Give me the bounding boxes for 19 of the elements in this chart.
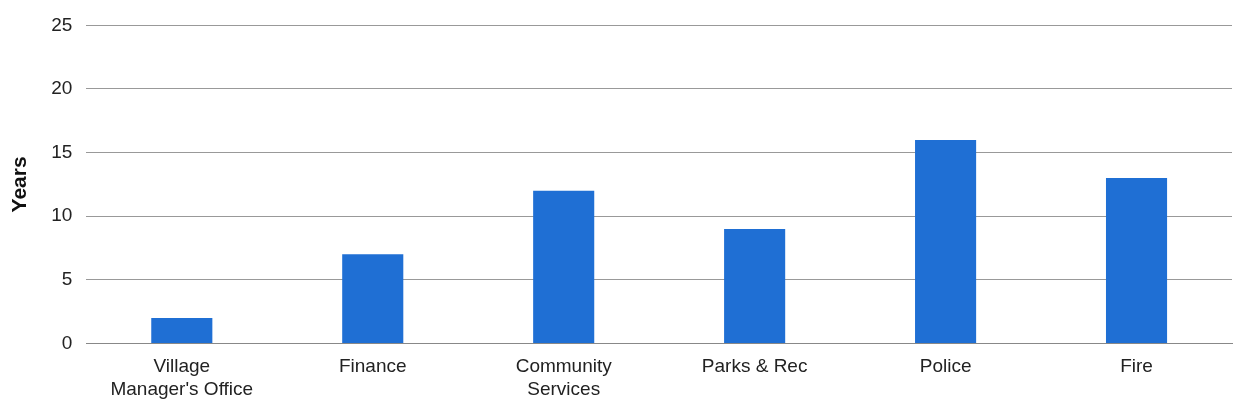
x-tick-label: Community Services bbox=[515, 355, 613, 399]
y-tick-label: 0 bbox=[61, 331, 73, 353]
x-tick-label: Parks & Rec bbox=[701, 355, 808, 377]
x-tick-label: Fire bbox=[1120, 355, 1153, 377]
x-tick-label: Finance bbox=[338, 355, 407, 377]
bar bbox=[915, 139, 977, 343]
x-tick-label: Village Manager's Office bbox=[110, 355, 254, 399]
y-tick-label: 15 bbox=[51, 140, 73, 162]
bar bbox=[533, 190, 595, 343]
y-tick-label: 10 bbox=[51, 204, 73, 226]
y-axis-title: Years bbox=[7, 156, 31, 213]
y-tick-label: 20 bbox=[51, 77, 73, 99]
bar bbox=[724, 228, 786, 343]
bar bbox=[151, 317, 213, 343]
y-tick-label: 5 bbox=[61, 268, 73, 290]
bar bbox=[1105, 178, 1168, 343]
bar bbox=[342, 254, 404, 343]
x-tick-label: Police bbox=[919, 355, 972, 377]
y-tick-label: 25 bbox=[51, 13, 73, 35]
